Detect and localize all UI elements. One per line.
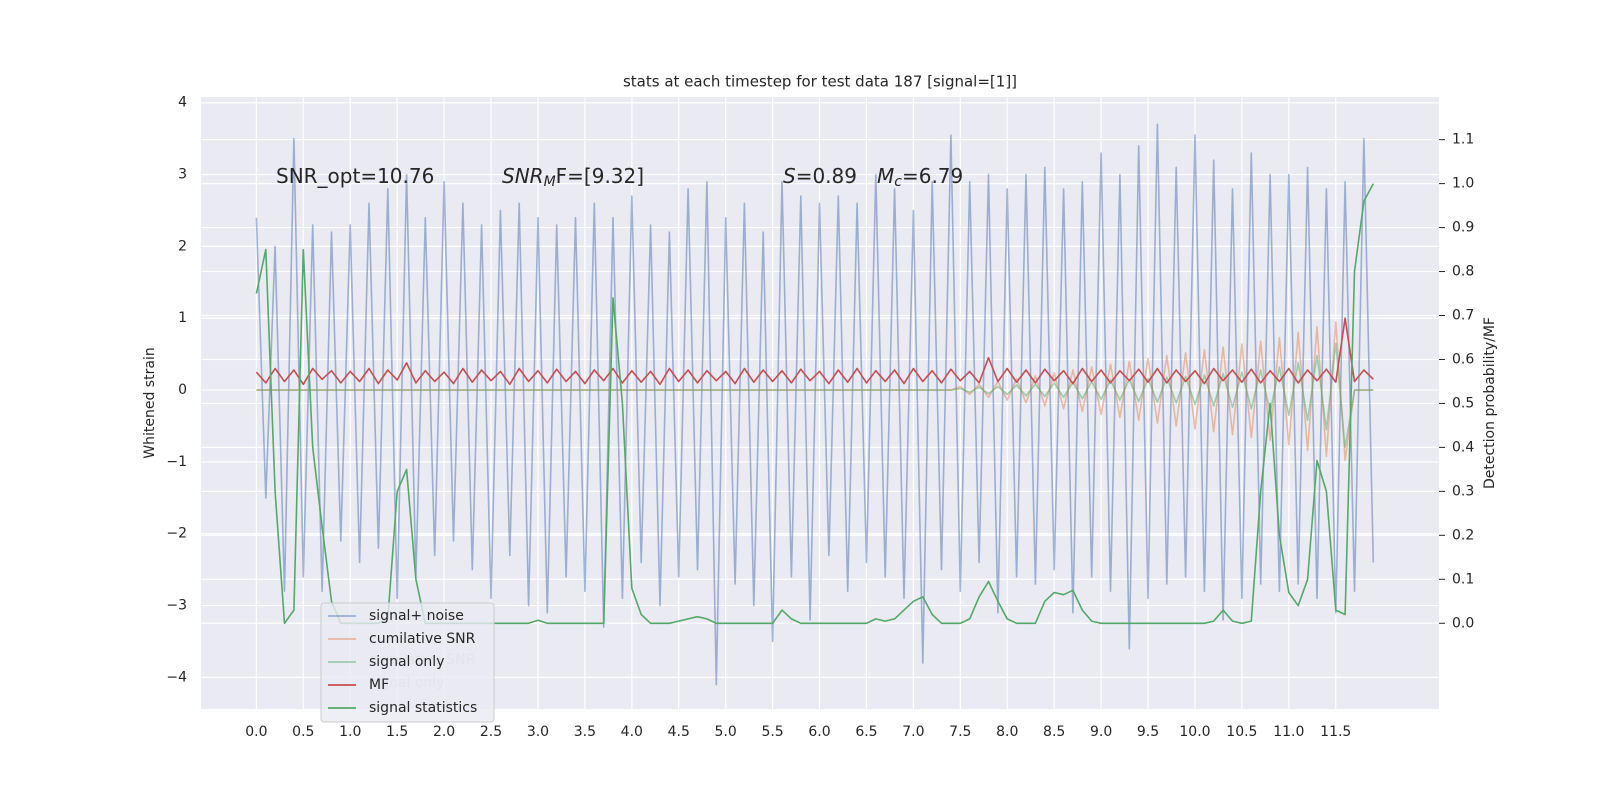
chart-title: stats at each timestep for test data 187… [623, 73, 1017, 91]
series-line [256, 342, 1374, 449]
x-tick-label: 9.0 [1090, 724, 1112, 740]
legend-text: MF [369, 677, 389, 693]
annotation-text: SNR_opt=10.76 [276, 164, 434, 188]
y-tick-label: 1 [178, 310, 187, 326]
x-tick-label: 2.0 [433, 724, 455, 740]
annotation-sub: M [544, 174, 556, 190]
x-tick-label: 3.5 [574, 724, 596, 740]
y2-tick-label: 1.1 [1452, 132, 1474, 148]
y-axis-label: Whitened strain [142, 347, 158, 458]
x-tick-label: 4.0 [621, 724, 643, 740]
x-tick-label: 3.0 [527, 724, 549, 740]
y2-tick-label: 0.3 [1452, 483, 1474, 499]
series-line [255, 317, 1374, 386]
x-tick-label: 5.5 [761, 724, 783, 740]
y2-tick-label: 0.0 [1452, 615, 1474, 631]
y-tick-label: −2 [166, 526, 187, 542]
x-tick-label: 1.5 [386, 724, 408, 740]
x-tick-label: 10.0 [1179, 724, 1210, 740]
y-tick-label: −1 [166, 454, 187, 470]
annotation-rest: F=[9.32] [556, 164, 644, 188]
y2-tick-label: 0.8 [1452, 264, 1474, 280]
y2-tick-label: 0.2 [1452, 527, 1474, 543]
y2-tick-label: 0.1 [1452, 571, 1474, 587]
y-tick-label: 3 [178, 167, 187, 183]
x-tick-label: 6.5 [855, 724, 877, 740]
x-tick-label: 8.5 [1043, 724, 1065, 740]
y-tick-label: 0 [178, 382, 187, 398]
annotation-text: S [783, 164, 796, 188]
annotation: Mc=6.79 [877, 164, 963, 191]
y2-tick-label: 0.7 [1452, 308, 1474, 324]
y-tick-label: 2 [178, 238, 187, 254]
annotation: SNRMF=[9.32] [502, 164, 644, 191]
annotation-rest: =6.79 [902, 164, 963, 188]
y-tick-label: −3 [166, 598, 187, 614]
legend-box [320, 602, 495, 723]
annotation: S=0.89 [783, 164, 857, 188]
x-tick-label: 2.5 [480, 724, 502, 740]
y-tick-label: 4 [178, 95, 187, 111]
annotation-rest: =0.89 [796, 164, 857, 188]
annotation-text: SNR [502, 164, 544, 188]
x-tick-label: 4.5 [668, 724, 690, 740]
x-tick-label: 5.0 [715, 724, 737, 740]
x-tick-label: 7.0 [902, 724, 924, 740]
legend-text: signal statistics [369, 700, 477, 716]
x-tick-label: 8.0 [996, 724, 1018, 740]
x-tick-label: 10.5 [1226, 724, 1257, 740]
y2-tick-label: 1.0 [1452, 176, 1474, 192]
x-tick-label: 0.5 [292, 724, 314, 740]
x-tick-label: 9.5 [1137, 724, 1159, 740]
legend-text: signal only [369, 654, 444, 670]
annotation-text: M [877, 164, 894, 188]
x-tick-label: 0.0 [245, 724, 267, 740]
y2-tick-label: 0.6 [1452, 351, 1474, 367]
y2-tick-label: 0.9 [1452, 220, 1474, 236]
x-tick-label: 6.0 [808, 724, 830, 740]
annotation: SNR_opt=10.76 [276, 164, 434, 188]
legend-text: cumilative SNR [369, 631, 476, 647]
y-tick-label: −4 [166, 669, 187, 685]
x-tick-label: 1.0 [339, 724, 361, 740]
x-tick-label: 11.0 [1273, 724, 1304, 740]
x-tick-label: 11.5 [1320, 724, 1351, 740]
series-line [255, 123, 1375, 686]
x-tick-label: 7.5 [949, 724, 971, 740]
legend-text: signal+ noise [369, 608, 464, 624]
annotation-sub: c [894, 174, 902, 190]
y2-tick-label: 0.4 [1452, 439, 1474, 455]
y2-axis-label: Detection probability/MF [1482, 317, 1498, 489]
y2-tick-label: 0.5 [1452, 395, 1474, 411]
